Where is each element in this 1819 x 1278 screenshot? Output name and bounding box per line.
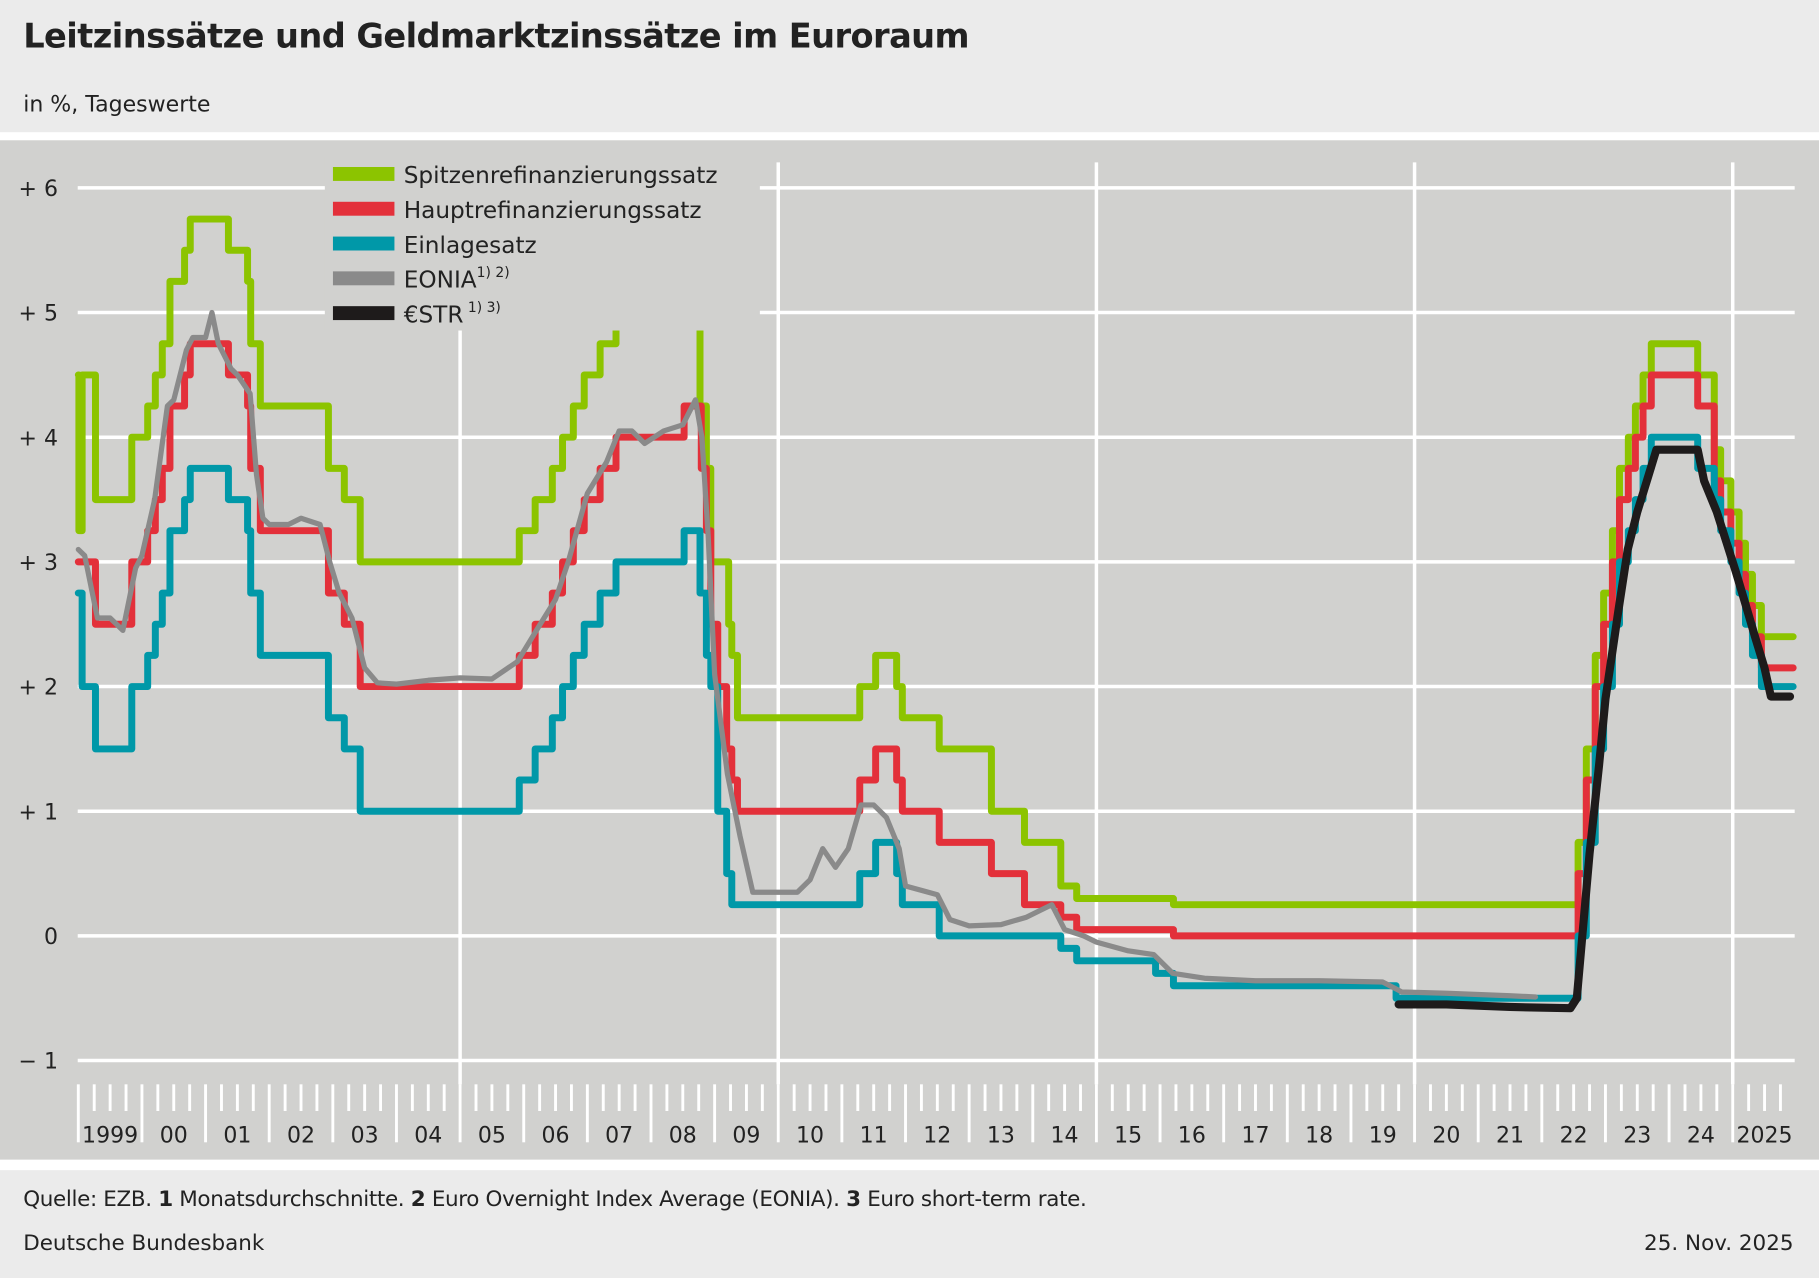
source-label: Quelle: EZB. <box>23 1187 159 1212</box>
x-tick-label: 05 <box>478 1123 506 1148</box>
y-tick-label: + 2 <box>19 676 58 701</box>
x-tick-label: 10 <box>796 1123 824 1148</box>
chart-title: Leitzinssätze und Geldmarktzinssätze im … <box>23 16 970 56</box>
y-tick-label: + 1 <box>19 800 58 825</box>
legend-swatch <box>332 201 395 216</box>
chart-subtitle: in %, Tageswerte <box>23 91 211 118</box>
x-tick-label: 02 <box>287 1123 315 1148</box>
y-tick-label: + 6 <box>19 177 58 202</box>
legend-label: €STR 1) 3) <box>404 300 501 328</box>
x-tick-label: 00 <box>160 1123 188 1148</box>
legend-swatch <box>332 306 395 321</box>
x-tick-label: 06 <box>542 1123 570 1148</box>
x-tick-label: 23 <box>1623 1123 1651 1148</box>
legend-label: Spitzenrefinanzierungssatz <box>404 162 718 189</box>
series-eonia-line <box>75 309 1539 1000</box>
x-tick-label: 03 <box>351 1123 379 1148</box>
footnote-text: Euro Overnight Index Average (EONIA). <box>425 1187 847 1212</box>
footnote-number: 1 <box>158 1187 173 1212</box>
legend-swatch <box>332 236 395 251</box>
x-tick-label: 24 <box>1687 1123 1715 1148</box>
x-tick-label: 12 <box>923 1123 951 1148</box>
x-tick-label: 16 <box>1178 1123 1206 1148</box>
x-tick-label: 15 <box>1114 1123 1142 1148</box>
source-note: Quelle: EZB. 1 Monatsdurchschnitte. 2 Eu… <box>23 1187 1087 1212</box>
x-tick-label: 1999 <box>82 1123 138 1148</box>
top-divider <box>0 132 1819 141</box>
x-tick-label: 14 <box>1051 1123 1079 1148</box>
y-tick-label: + 5 <box>19 302 58 327</box>
series-hauptrefinanzierungssatz-line <box>74 340 1797 940</box>
legend-label-text: Einlagesatz <box>404 232 537 259</box>
legend-footnote-marker: 1) 2) <box>477 265 510 281</box>
x-tick-label: 18 <box>1305 1123 1333 1148</box>
y-tick-label: 0 <box>44 925 58 950</box>
bottom-divider <box>0 1159 1819 1171</box>
y-tick-label: + 3 <box>19 551 58 576</box>
plot-background <box>0 140 1819 1160</box>
x-tick-label: 2025 <box>1736 1123 1792 1148</box>
y-tick-label: + 4 <box>19 426 58 451</box>
footnote-number: 3 <box>846 1187 861 1212</box>
series-str-line <box>1394 445 1795 1013</box>
legend-label: Hauptrefinanzierungssatz <box>404 197 702 224</box>
legend-swatch <box>332 271 395 286</box>
x-tick-label: 13 <box>987 1123 1015 1148</box>
x-tick-label: 20 <box>1432 1123 1460 1148</box>
footnote-number: 2 <box>410 1187 426 1212</box>
legend-label: Einlagesatz <box>404 232 537 259</box>
legend-label: EONIA1) 2) <box>404 265 510 293</box>
x-tick-label: 19 <box>1369 1123 1397 1148</box>
legend-swatch <box>332 166 395 181</box>
footnote-text: Monatsdurchschnitte. <box>172 1187 411 1212</box>
x-tick-label: 11 <box>860 1123 888 1148</box>
x-tick-label: 22 <box>1560 1123 1588 1148</box>
x-tick-label: 01 <box>223 1123 251 1148</box>
legend-label-text: EONIA <box>404 267 477 294</box>
x-tick-label: 07 <box>605 1123 633 1148</box>
y-tick-label: − 1 <box>19 1050 58 1075</box>
publication-date: 25. Nov. 2025 <box>1644 1231 1794 1256</box>
legend-label-text: Hauptrefinanzierungssatz <box>404 197 702 224</box>
legend-label-text: Spitzenrefinanzierungssatz <box>404 162 718 189</box>
x-tick-label: 17 <box>1241 1123 1269 1148</box>
legend-label-text: €STR <box>404 301 464 328</box>
publisher: Deutsche Bundesbank <box>23 1231 265 1256</box>
x-tick-label: 21 <box>1496 1123 1524 1148</box>
legend-footnote-marker: 1) 3) <box>463 300 500 316</box>
x-tick-label: 08 <box>669 1123 697 1148</box>
x-tick-label: 04 <box>414 1123 442 1148</box>
x-tick-label: 09 <box>732 1123 760 1148</box>
footnote-text: Euro short-term rate. <box>860 1187 1087 1212</box>
legend-background <box>324 156 760 331</box>
